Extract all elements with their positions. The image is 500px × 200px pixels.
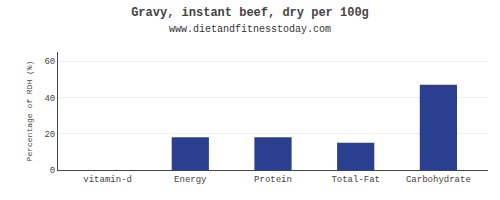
svg-text:20: 20 xyxy=(44,130,55,140)
svg-text:Carbohydrate: Carbohydrate xyxy=(406,175,471,185)
svg-text:Energy: Energy xyxy=(174,175,207,185)
svg-text:Gravy, instant beef, dry per 1: Gravy, instant beef, dry per 100gwww.die… xyxy=(131,6,369,35)
svg-text:Protein: Protein xyxy=(254,175,292,185)
svg-text:40: 40 xyxy=(44,94,55,104)
svg-text:Total-Fat: Total-Fat xyxy=(331,175,380,185)
svg-text:60: 60 xyxy=(44,57,55,67)
svg-text:Percentage of RDH (%): Percentage of RDH (%) xyxy=(25,61,34,162)
svg-text:vitamin-d: vitamin-d xyxy=(83,175,132,185)
svg-text:0: 0 xyxy=(50,166,55,176)
